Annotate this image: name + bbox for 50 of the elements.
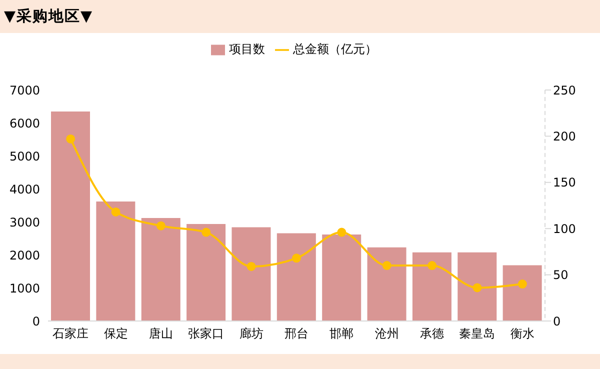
x-tick-label: 秦皇岛: [459, 326, 496, 341]
bar: [232, 227, 271, 321]
bar: [322, 234, 362, 321]
bar: [51, 111, 90, 321]
y-tick-label: 6000: [9, 116, 40, 130]
y2-tick-label: 0: [553, 314, 561, 328]
point: [111, 207, 120, 216]
y-tick-label: 7000: [9, 83, 40, 98]
y2-tick-label: 100: [553, 222, 576, 236]
x-tick-label: 保定: [104, 326, 128, 341]
y-tick-label: 0: [32, 314, 40, 328]
bar: [458, 252, 497, 321]
x-tick-label: 唐山: [148, 326, 173, 341]
y-tick-label: 2000: [9, 248, 40, 262]
bar: [502, 265, 542, 321]
y2-tick-label: 250: [553, 83, 576, 98]
legend-label: 总金额（亿元）: [293, 42, 377, 56]
point: [292, 254, 301, 263]
y-tick-label: 4000: [9, 182, 40, 196]
bar: [96, 202, 136, 321]
point: [428, 261, 437, 270]
legend-label: 项目数: [229, 42, 265, 56]
point: [66, 134, 76, 144]
x-tick-label: 张家口: [188, 326, 224, 341]
bar: [367, 247, 406, 321]
x-tick-label: 邢台: [284, 326, 308, 341]
x-tick-label: 石家庄: [52, 326, 89, 341]
x-tick-label: 廊坊: [239, 326, 264, 341]
bar: [141, 218, 180, 321]
y2-tick-label: 50: [553, 268, 568, 282]
point: [472, 283, 482, 292]
y-tick-label: 5000: [9, 149, 40, 164]
y2-tick-label: 150: [553, 176, 576, 190]
x-tick-label: 衡水: [510, 326, 534, 341]
x-tick-label: 邯郸: [330, 326, 354, 341]
point: [246, 262, 256, 271]
point: [156, 221, 166, 230]
point: [337, 228, 346, 237]
bar: [276, 233, 316, 321]
x-tick-label: 沧州: [374, 326, 399, 341]
x-tick-label: 承德: [420, 326, 444, 341]
point: [382, 261, 392, 270]
bar: [412, 252, 452, 321]
y2-tick-label: 200: [553, 129, 576, 144]
y-tick-label: 3000: [9, 215, 40, 230]
point: [518, 280, 527, 289]
chart-title: ▼采购地区▼: [0, 0, 600, 33]
bar: [186, 224, 226, 321]
y-tick-label: 1000: [9, 281, 40, 296]
point: [202, 228, 211, 237]
